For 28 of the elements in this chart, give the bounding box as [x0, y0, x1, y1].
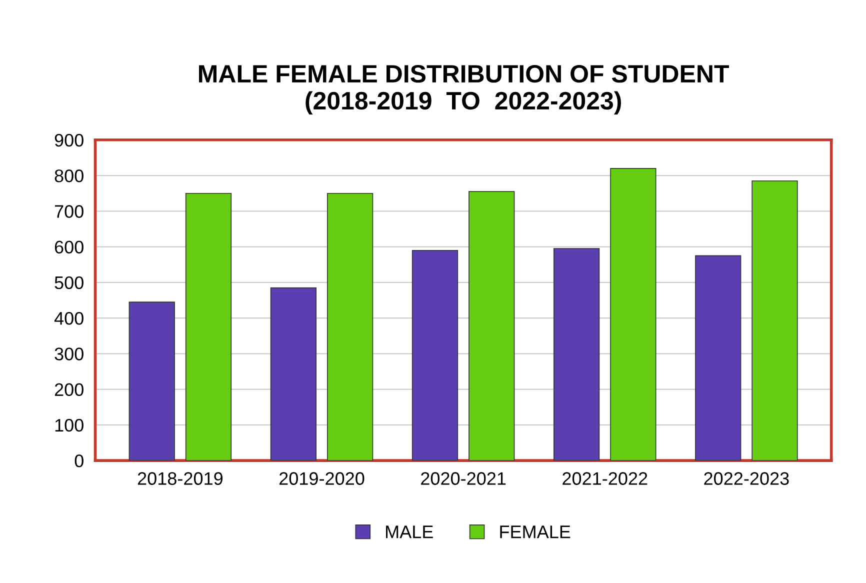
chart-title: MALE FEMALE DISTRIBUTION OF STUDENT (2018-2019 TO 2022-2023)	[199, 64, 730, 115]
bar	[185, 192, 232, 461]
y-tick-label: 900	[54, 134, 84, 147]
y-tick-label: 100	[55, 418, 84, 432]
y-tick-label: 600	[54, 240, 84, 254]
bar	[695, 255, 742, 461]
y-tick-label: 0	[74, 454, 84, 468]
y-tick-label: 700	[54, 205, 84, 218]
bar	[326, 192, 374, 461]
x-tick-label: 2018-2019	[138, 472, 223, 485]
bar	[270, 287, 317, 461]
bar	[468, 191, 515, 461]
bar	[412, 250, 458, 461]
bar	[752, 180, 798, 461]
x-tick-label: 2021-2022	[562, 472, 648, 485]
x-tick-label: 2020-2021	[421, 472, 506, 485]
legend-label: MALE	[386, 526, 433, 538]
y-tick-label: 500	[54, 276, 84, 290]
bar	[128, 302, 175, 461]
y-tick-label: 800	[54, 169, 84, 182]
bar	[610, 168, 656, 461]
legend-label: FEMALE	[500, 526, 570, 538]
x-tick-label: 2019-2020	[279, 472, 364, 485]
y-tick-label: 300	[54, 348, 84, 360]
x-tick-label: 2022-2023	[704, 472, 789, 485]
y-tick-label: 200	[54, 383, 84, 396]
y-tick-label: 400	[54, 312, 84, 325]
bar	[553, 248, 600, 461]
